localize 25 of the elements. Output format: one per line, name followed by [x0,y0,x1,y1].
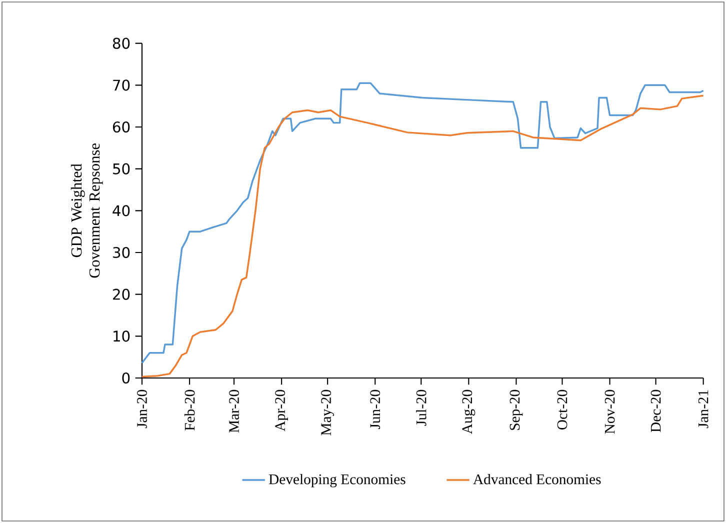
y-tick-label: 20 [113,288,130,300]
x-tick-label: Sep-20 [510,390,523,430]
legend-label: Developing Economies [268,474,406,488]
x-tick-label: Jan-20 [137,390,147,428]
x-tick-label: Jun-20 [370,390,380,429]
x-tick-label: Oct-20 [557,390,568,430]
y-tick-label: 70 [113,80,130,91]
y-tick-label: 50 [113,163,130,174]
y-tick-label: 60 [112,121,130,133]
x-tick-label: Feb-20 [184,390,195,430]
x-tick-label: Mar-20 [229,390,239,433]
x-tick-label: Nov-20 [604,390,615,434]
x-tick-label: Aug-20 [462,390,476,434]
legend-label: Advanced Economies [473,474,601,484]
x-tick-label: Dec-20 [650,390,661,432]
x-tick-label: May-20 [321,390,334,436]
x-tick-label: Jul-20 [416,390,426,426]
x-tick-label: Apr-20 [275,390,288,432]
y-tick-label: 0 [122,372,130,384]
x-tick-label: Jan-21 [698,390,708,428]
y-axis-title: GDP Weighted Govenment Repsonse [70,143,103,278]
y-tick-label: 10 [114,330,130,342]
y-tick-label: 40 [112,205,130,216]
y-tick-label: 30 [113,246,130,258]
y-tick-label: 80 [112,38,130,49]
